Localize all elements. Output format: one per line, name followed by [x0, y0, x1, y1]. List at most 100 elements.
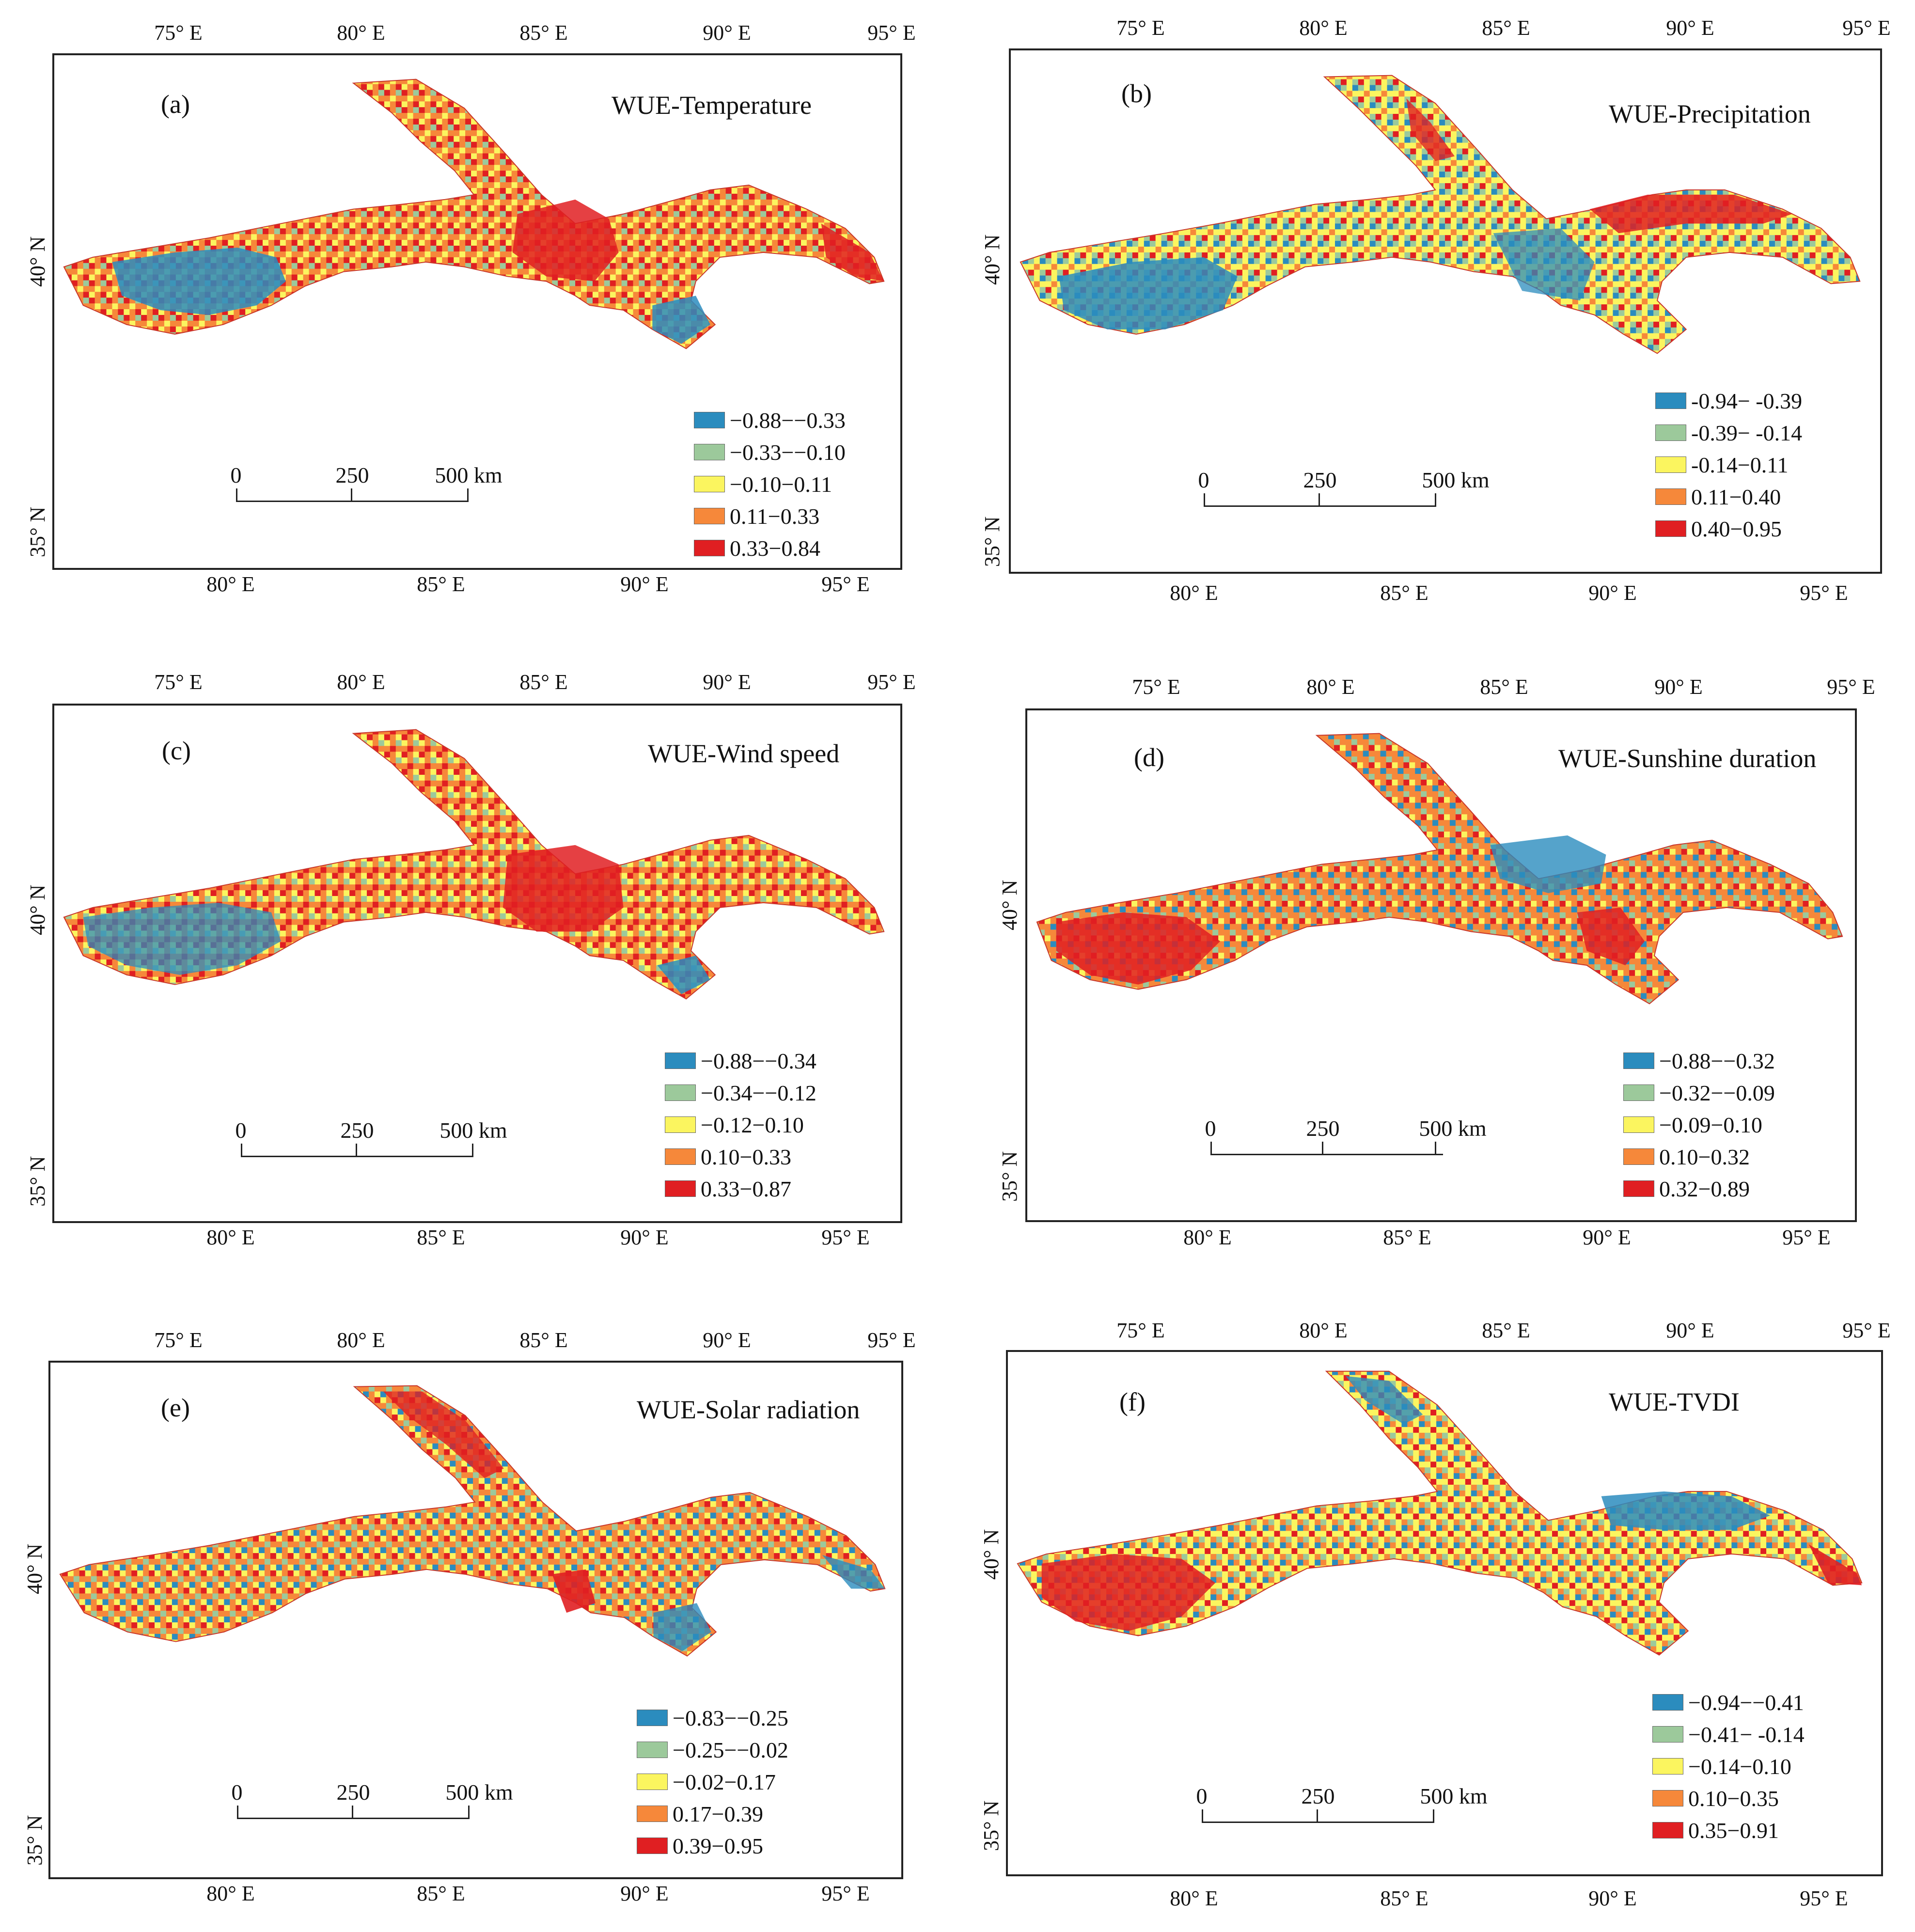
legend-item: −0.94−−0.41 [1652, 1686, 1805, 1718]
map-frame: (b) WUE-Precipitation 0 250 500 km -0.94… [1009, 48, 1882, 574]
lat-label: 35° N [23, 1815, 47, 1866]
legend-item: −0.10−0.11 [694, 468, 846, 500]
bottom-lon-label: 80° E [1183, 1225, 1232, 1249]
legend-label: −0.41− -0.14 [1688, 1722, 1805, 1747]
scale-label: 0 [230, 463, 242, 487]
lat-label: 35° N [979, 1800, 1003, 1851]
legend-label: −0.88−−0.34 [701, 1048, 816, 1073]
map-frame: (d) WUE-Sunshine duration 0 250 500 km −… [1025, 708, 1857, 1222]
top-lon-label: 75° E [154, 1328, 203, 1352]
top-lon-label: 85° E [1482, 1319, 1530, 1342]
cluster-blue [1490, 835, 1606, 894]
top-lon-label: 90° E [1666, 1319, 1714, 1342]
cluster-blue [1601, 1491, 1771, 1530]
panel-letter: (b) [1121, 79, 1152, 108]
top-lon-label: 95° E [867, 1328, 916, 1352]
scale-label: 0 [1198, 468, 1209, 492]
legend-item: -0.39− -0.14 [1655, 417, 1802, 449]
bottom-lon-label: 85° E [1380, 581, 1428, 605]
scale-label: 0 [235, 1118, 247, 1143]
top-lon-label: 75° E [154, 670, 203, 694]
bottom-lon-label: 85° E [1383, 1225, 1431, 1249]
panel-letter: (c) [162, 736, 191, 765]
bottom-lon-label: 95° E [821, 1225, 870, 1249]
legend-label: −0.14−0.10 [1688, 1754, 1791, 1779]
cluster-red [383, 1391, 504, 1478]
basin-map [1017, 1370, 1863, 1656]
cluster-blue [652, 296, 710, 344]
legend-item: 0.35−0.91 [1652, 1814, 1805, 1846]
legend-label: −0.25−−0.02 [673, 1737, 788, 1762]
legend-label: 0.17−0.39 [673, 1801, 763, 1826]
panel-title: WUE-Sunshine duration [1558, 744, 1817, 773]
cluster-red [1808, 1544, 1862, 1586]
legend-item: 0.11−0.33 [694, 500, 846, 532]
scale-label: 250 [336, 1780, 370, 1805]
legend-label: 0.33−0.87 [701, 1176, 791, 1201]
top-lon-label: 90° E [703, 21, 751, 45]
legend-label: −0.12−0.10 [701, 1112, 804, 1137]
scale-label: 500 km [440, 1118, 507, 1143]
cluster-blue [1059, 257, 1238, 330]
cluster-red [1041, 1554, 1216, 1631]
top-lon-label: 90° E [703, 670, 751, 694]
scale-label: 0 [1205, 1116, 1216, 1141]
legend: −0.88−−0.33 −0.33−−0.10 −0.10−0.11 0.11−… [694, 404, 846, 564]
bottom-lon-label: 80° E [1170, 581, 1218, 605]
bottom-lon-label: 90° E [1588, 1886, 1637, 1910]
bottom-lon-label: 95° E [1782, 1225, 1831, 1249]
cluster-blue [653, 1603, 711, 1651]
panel-a: 75° E 80° E 85° E 90° E 95° E 40° N 35° … [0, 0, 958, 625]
cluster-red [821, 223, 884, 282]
bottom-lon-label: 90° E [620, 572, 669, 596]
lat-label: 40° N [23, 1543, 47, 1594]
panel-f: 75° E 80° E 85° E 90° E 95° E 40° N 35° … [958, 1308, 1915, 1932]
bottom-lon-label: 90° E [1583, 1225, 1631, 1249]
panel-d: 75° E 80° E 85° E 90° E 95° E 40° N 35° … [958, 649, 1915, 1274]
legend-item: −0.34−−0.12 [665, 1077, 816, 1109]
scale-label: 0 [1196, 1784, 1208, 1808]
panel-title: WUE-Wind speed [648, 739, 840, 768]
scale-label: 250 [1301, 1784, 1335, 1808]
cluster-red [512, 199, 619, 282]
scale-label: 0 [231, 1780, 243, 1805]
cluster-red [552, 1569, 596, 1613]
lat-label: 35° N [998, 1151, 1021, 1202]
legend: −0.83−−0.25 −0.25−−0.02 −0.02−0.17 0.17−… [637, 1702, 788, 1862]
top-lon-label: 95° E [867, 21, 916, 45]
legend-label: −0.88−−0.32 [1659, 1048, 1775, 1073]
legend-item: −0.88−−0.34 [665, 1045, 816, 1077]
legend-item: 0.11−0.40 [1655, 481, 1802, 513]
panel-letter: (a) [161, 90, 190, 119]
cluster-red [502, 845, 624, 932]
cluster-red [1056, 912, 1221, 985]
cluster-blue [1493, 228, 1595, 301]
top-lon-label: 85° E [1482, 16, 1530, 40]
top-lon-label: 80° E [1299, 1319, 1348, 1342]
legend-item: −0.14−0.10 [1652, 1750, 1805, 1782]
legend-item: 0.32−0.89 [1623, 1173, 1775, 1205]
scale-label: 500 km [435, 463, 502, 487]
legend-item: 0.33−0.87 [665, 1173, 816, 1205]
legend-item: 0.10−0.33 [665, 1141, 816, 1173]
legend-label: -0.94− -0.39 [1691, 388, 1803, 413]
scale-bar: 0 250 500 km [231, 462, 502, 511]
basin-map [1036, 733, 1843, 1005]
legend-label: 0.40−0.95 [1691, 516, 1782, 541]
scale-label: 250 [1306, 1116, 1340, 1141]
lat-label: 35° N [26, 506, 49, 557]
legend-item: 0.10−0.35 [1652, 1782, 1805, 1814]
bottom-lon-label: 95° E [821, 572, 870, 596]
legend-item: −0.83−−0.25 [637, 1702, 788, 1734]
legend-label: −0.02−0.17 [673, 1769, 776, 1794]
legend-item: −0.32−−0.09 [1623, 1077, 1775, 1109]
cluster-blue [822, 1555, 885, 1589]
top-lon-label: 80° E [337, 670, 385, 694]
legend-label: 0.10−0.33 [701, 1144, 791, 1169]
scale-bar: 0 250 500 km [1205, 1115, 1487, 1164]
legend-item: 0.17−0.39 [637, 1798, 788, 1830]
panel-title: WUE-Solar radiation [637, 1395, 860, 1424]
scale-label: 250 [340, 1118, 374, 1143]
top-lon-label: 95° E [1842, 1319, 1891, 1342]
legend-item: 0.10−0.32 [1623, 1141, 1775, 1173]
